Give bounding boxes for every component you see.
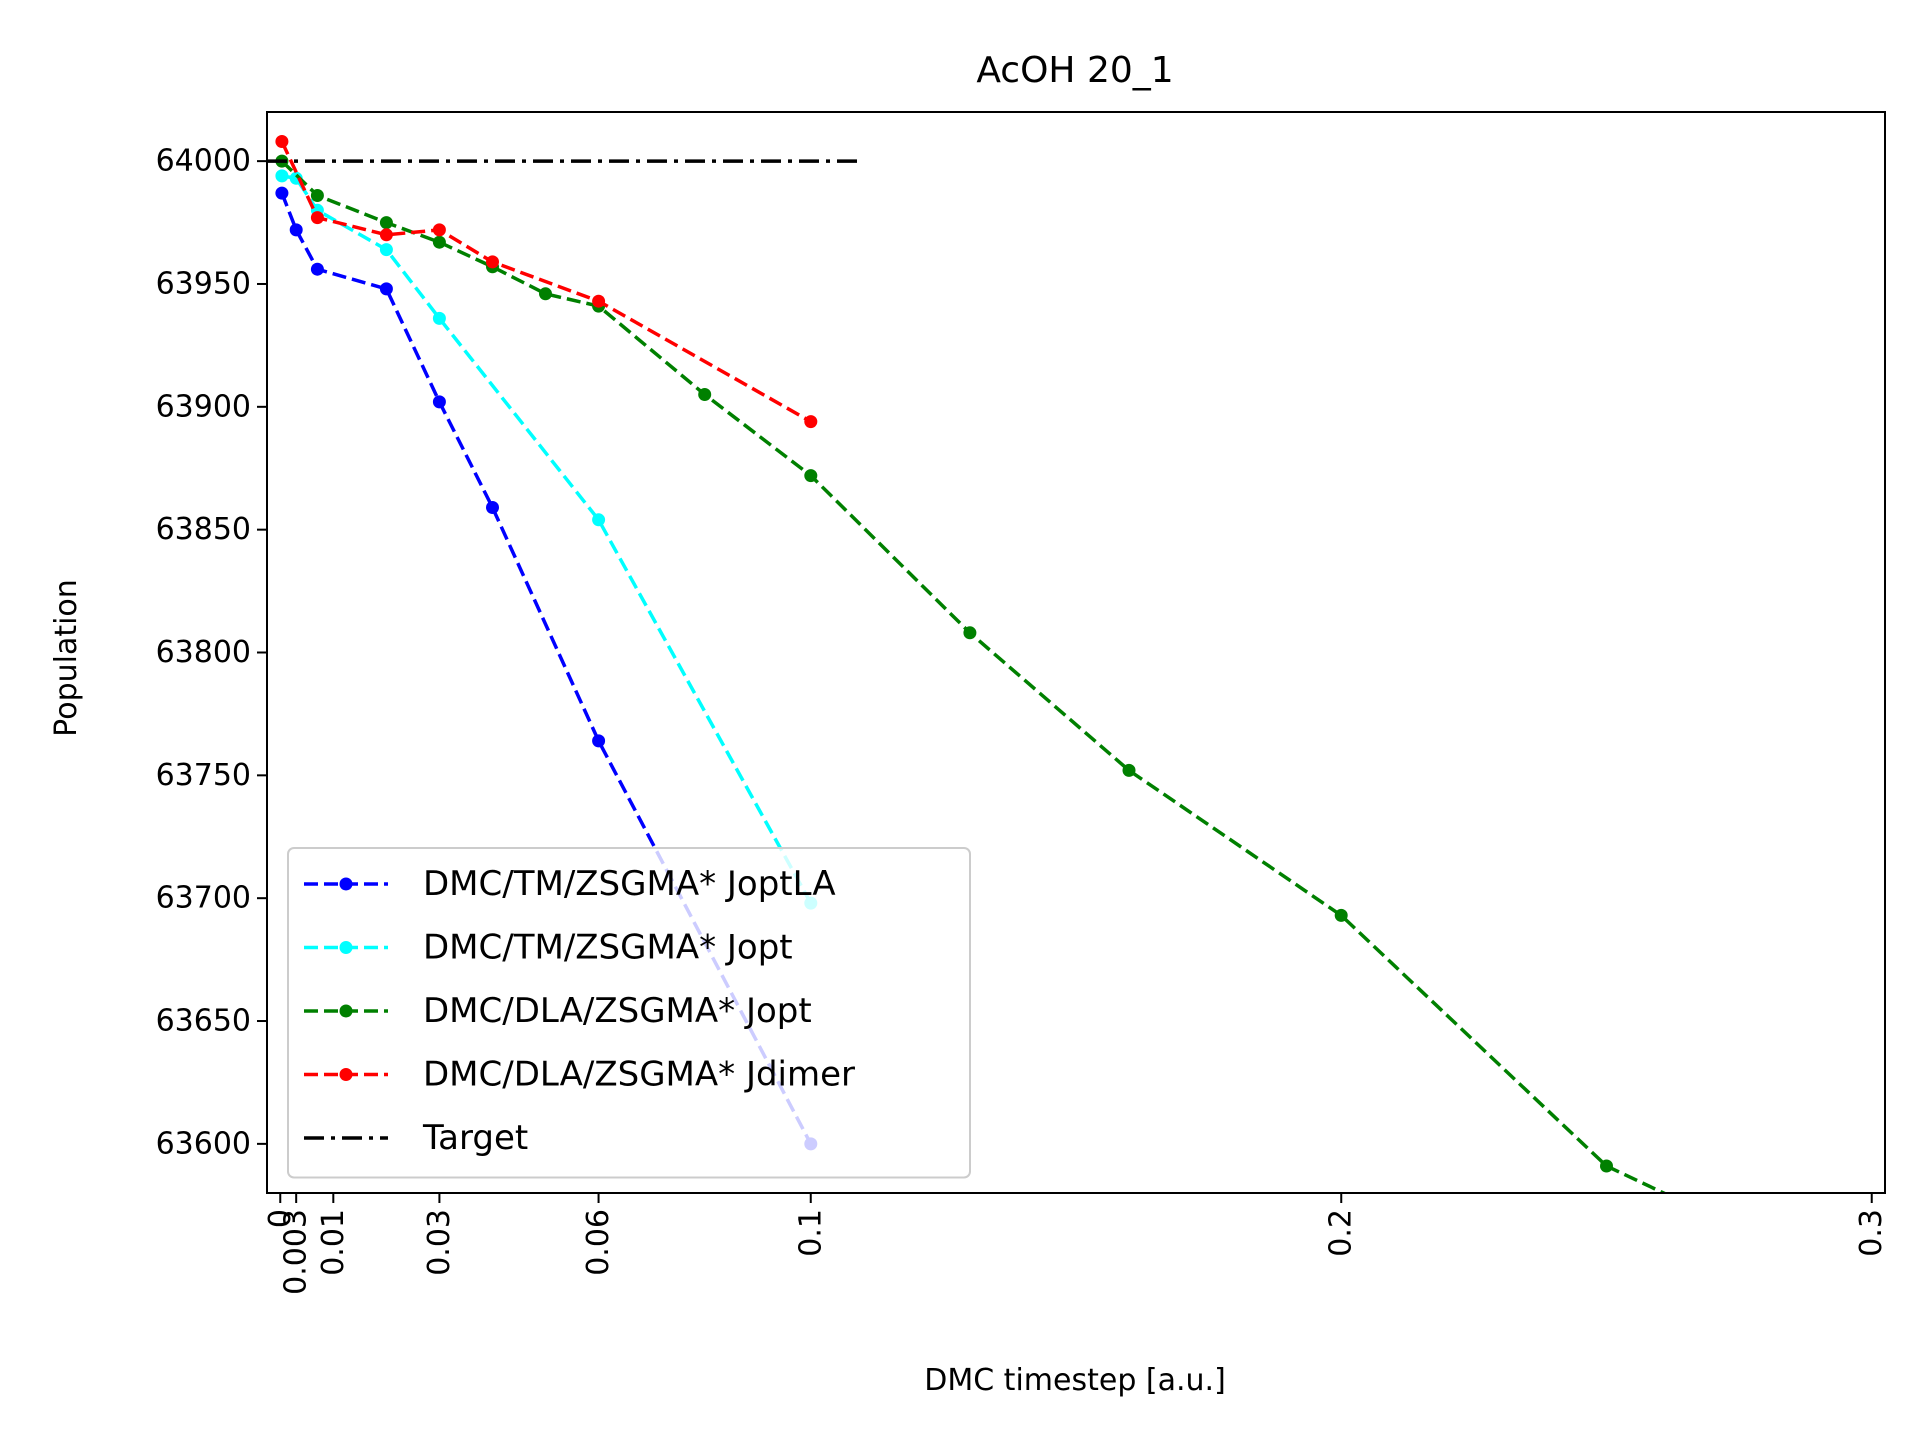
legend-marker bbox=[339, 941, 353, 954]
legend-label: DMC/TM/ZSGMA* Jopt bbox=[423, 928, 793, 968]
data-point bbox=[1600, 1159, 1613, 1173]
data-point bbox=[432, 223, 446, 237]
data-point bbox=[379, 216, 393, 230]
data-point bbox=[1334, 908, 1348, 922]
legend-marker bbox=[339, 1068, 353, 1081]
legend-label: Target bbox=[422, 1118, 528, 1158]
legend-label: DMC/TM/ZSGMA* JoptLA bbox=[423, 864, 836, 904]
y-axis-label: Population bbox=[49, 579, 84, 737]
data-point bbox=[275, 135, 289, 148]
series-line bbox=[281, 174, 813, 904]
series-line bbox=[280, 159, 1668, 1193]
legend-box bbox=[287, 847, 971, 1179]
data-point bbox=[310, 189, 324, 202]
x-axis: 00.003 0.01 0.03 0.06 0.1 0.2 0.3 bbox=[263, 1193, 1889, 1295]
y-tick-label: 63750 bbox=[156, 758, 251, 793]
legend-item: DMC/TM/ZSGMA* Jopt bbox=[304, 928, 793, 968]
data-point bbox=[698, 388, 712, 401]
x-tick-label: 0 bbox=[263, 1209, 298, 1228]
data-point bbox=[275, 169, 289, 183]
legend-item: DMC/TM/ZSGMA* JoptLA bbox=[304, 864, 836, 904]
x-axis-label: DMC timestep [a.u.] bbox=[924, 1363, 1226, 1398]
x-tick-label: 0.06 bbox=[581, 1209, 616, 1276]
data-point bbox=[379, 243, 393, 257]
chart-title: AcOH 20_1 bbox=[976, 50, 1173, 91]
legend: DMC/TM/ZSGMA* JoptLA DMC/TM/ZSGMA* Jopt DM… bbox=[287, 847, 971, 1179]
y-tick-label: 63600 bbox=[156, 1126, 251, 1161]
data-point bbox=[289, 223, 303, 237]
data-point bbox=[432, 395, 446, 409]
data-point bbox=[963, 626, 977, 640]
legend-item: Target bbox=[304, 1118, 528, 1158]
x-tick-label: 0.2 bbox=[1324, 1209, 1359, 1257]
series-3 bbox=[275, 135, 818, 429]
y-tick-label: 63700 bbox=[156, 881, 251, 916]
x-tick-label: 0.003 bbox=[279, 1209, 314, 1295]
data-point bbox=[379, 282, 393, 296]
legend-label: DMC/DLA/ZSGMA* Jdimer bbox=[423, 1055, 855, 1095]
data-point bbox=[804, 469, 818, 483]
data-point bbox=[592, 294, 606, 308]
legend-label: DMC/DLA/ZSGMA* Jopt bbox=[423, 991, 812, 1031]
data-point bbox=[275, 186, 289, 200]
legend-item: DMC/DLA/ZSGMA* Jdimer bbox=[304, 1055, 855, 1095]
y-tick-label: 63800 bbox=[156, 635, 251, 670]
legend-marker bbox=[339, 1004, 353, 1018]
data-point bbox=[592, 734, 606, 748]
data-point bbox=[804, 415, 818, 429]
data-point bbox=[592, 513, 606, 527]
y-tick-label: 64000 bbox=[156, 144, 251, 179]
data-point bbox=[379, 228, 393, 242]
legend-item: DMC/DLA/ZSGMA* Jopt bbox=[304, 991, 812, 1031]
x-tick-label: 0.01 bbox=[316, 1209, 351, 1276]
data-point bbox=[310, 262, 324, 276]
legend-marker bbox=[339, 877, 353, 891]
x-tick-label: 0.03 bbox=[422, 1209, 457, 1276]
data-point bbox=[310, 211, 324, 225]
data-point bbox=[486, 255, 499, 269]
data-point bbox=[432, 235, 446, 249]
data-point bbox=[486, 501, 499, 514]
y-axis: 63600 63650 63700 63750 63800 63850 63900 63950… bbox=[156, 144, 267, 1161]
series-line bbox=[280, 192, 813, 1145]
data-point bbox=[1865, 1285, 1878, 1298]
y-tick-label: 63950 bbox=[156, 266, 251, 301]
data-point bbox=[1122, 763, 1136, 777]
x-tick-label: 0.3 bbox=[1854, 1209, 1889, 1257]
data-point bbox=[539, 287, 552, 301]
y-tick-label: 63650 bbox=[156, 1004, 251, 1039]
y-tick-label: 63850 bbox=[156, 512, 251, 547]
data-point bbox=[432, 311, 446, 325]
y-tick-label: 63900 bbox=[156, 389, 251, 424]
x-tick-label: 0.1 bbox=[793, 1209, 828, 1257]
